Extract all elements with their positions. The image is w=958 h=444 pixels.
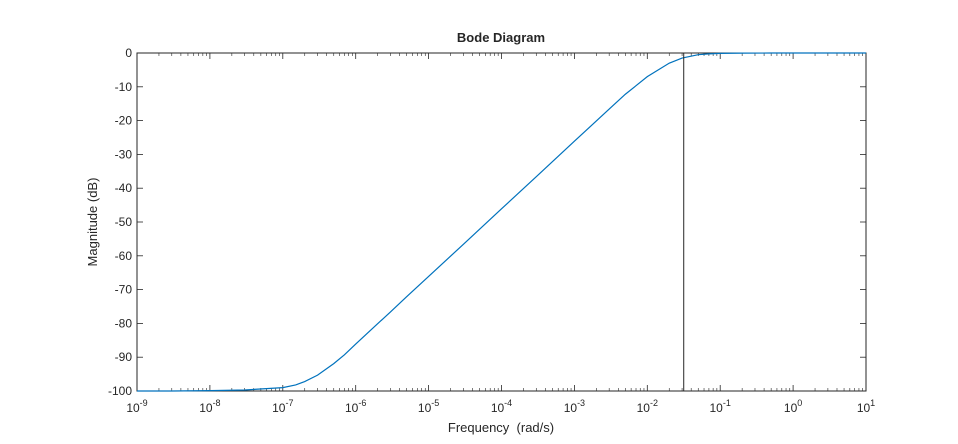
x-tick-label: 10-3 — [564, 398, 585, 415]
major-ticks — [136, 52, 867, 392]
x-tick-label: 10-9 — [126, 398, 147, 415]
minor-ticks — [158, 53, 863, 391]
y-tick-label: -10 — [115, 80, 133, 94]
x-tick-label: 10-8 — [199, 398, 220, 415]
y-tick-label: -100 — [108, 384, 132, 398]
x-tick-label: 10-6 — [345, 398, 366, 415]
y-tick-label: 0 — [125, 46, 132, 60]
x-tick-label: 10-7 — [272, 398, 293, 415]
labels-layer: 10-9 10-8 10-7 10-6 10-5 10-4 10-3 10-2 10-1 100 1… — [108, 46, 875, 415]
y-tick-label: -70 — [115, 283, 133, 297]
y-tick-label: -80 — [115, 316, 133, 330]
y-tick-label: -20 — [115, 114, 133, 128]
x-tick-label: 10-4 — [491, 398, 512, 415]
data-layer — [137, 52, 866, 392]
y-tick-label: -50 — [115, 215, 133, 229]
y-tick-label: -60 — [115, 249, 133, 263]
x-tick-label: 100 — [784, 398, 802, 415]
plot-area — [136, 52, 867, 392]
y-tick-label: -40 — [115, 181, 133, 195]
chart-title: Bode Diagram — [457, 30, 545, 45]
x-tick-label: 101 — [857, 398, 875, 415]
y-tick-label: -30 — [115, 147, 133, 161]
y-tick-label: -90 — [115, 350, 133, 364]
x-tick-label: 10-2 — [637, 398, 658, 415]
x-tick-label: 10-1 — [710, 398, 731, 415]
axes-box — [136, 52, 867, 392]
x-axis-label: Frequency (rad/s) — [448, 420, 554, 435]
y-axis-label: Magnitude (dB) — [85, 178, 100, 267]
x-tick-label: 10-5 — [418, 398, 439, 415]
magnitude-series-line — [137, 52, 866, 392]
